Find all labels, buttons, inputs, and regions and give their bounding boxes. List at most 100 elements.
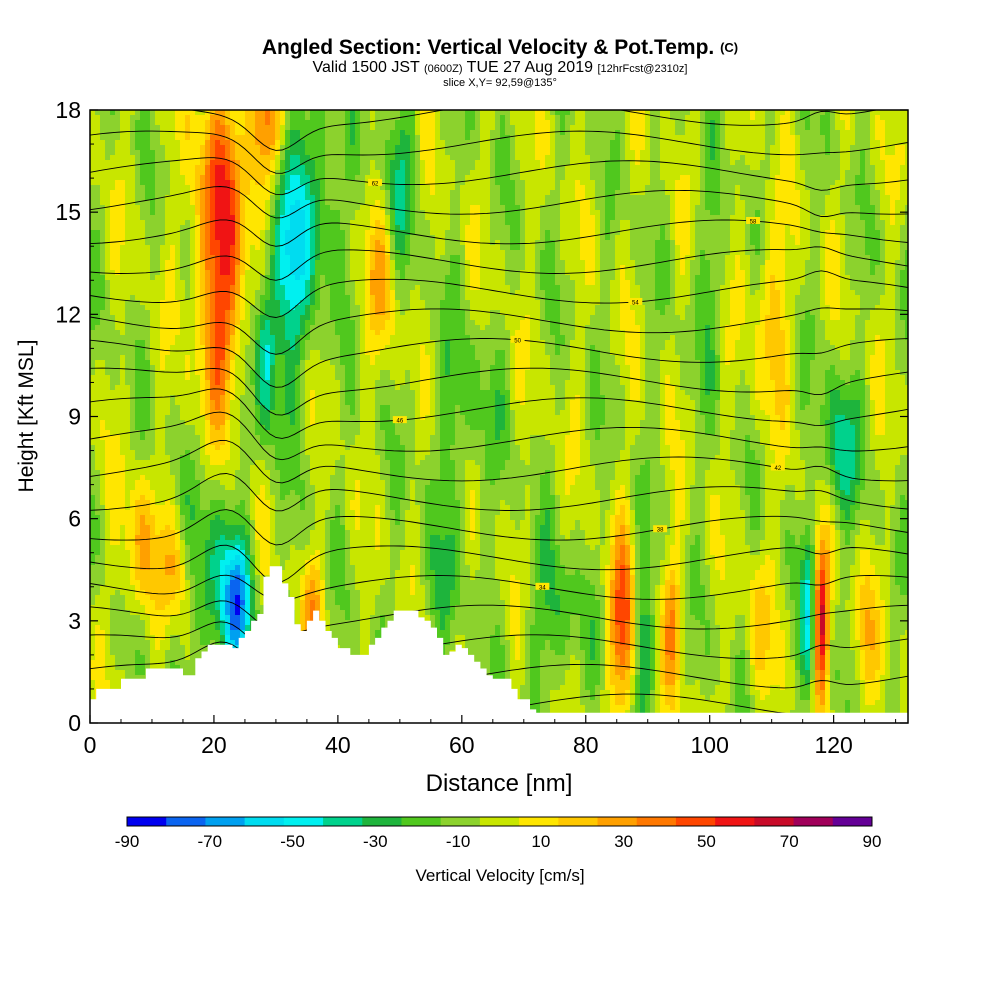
- velocity-cell: [320, 170, 326, 176]
- velocity-cell: [565, 220, 571, 226]
- velocity-cell: [520, 125, 526, 131]
- velocity-cell: [560, 215, 566, 221]
- velocity-cell: [810, 120, 816, 126]
- velocity-cell: [675, 160, 681, 166]
- velocity-cell: [195, 120, 201, 126]
- velocity-cell: [535, 180, 541, 186]
- velocity-cell: [180, 160, 186, 166]
- velocity-cell: [825, 255, 831, 261]
- velocity-cell: [430, 160, 436, 166]
- velocity-cell: [705, 190, 711, 196]
- velocity-cell: [355, 240, 361, 246]
- velocity-cell: [315, 115, 321, 121]
- velocity-cell: [450, 245, 456, 251]
- velocity-cell: [870, 165, 876, 171]
- velocity-cell: [460, 155, 466, 161]
- velocity-cell: [890, 155, 896, 161]
- velocity-cell: [590, 115, 596, 121]
- velocity-cell: [295, 175, 301, 181]
- velocity-cell: [355, 220, 361, 226]
- velocity-cell: [255, 250, 261, 256]
- velocity-cell: [670, 115, 676, 121]
- velocity-cell: [735, 185, 741, 191]
- velocity-cell: [735, 200, 741, 206]
- velocity-cell: [705, 205, 711, 211]
- velocity-cell: [695, 125, 701, 131]
- velocity-cell: [350, 180, 356, 186]
- velocity-cell: [855, 230, 861, 236]
- velocity-cell: [220, 160, 226, 166]
- velocity-cell: [550, 170, 556, 176]
- velocity-cell: [270, 250, 276, 256]
- velocity-cell: [270, 125, 276, 131]
- velocity-cell: [600, 255, 606, 261]
- velocity-cell: [870, 240, 876, 246]
- velocity-cell: [555, 220, 561, 226]
- velocity-cell: [315, 125, 321, 131]
- velocity-cell: [610, 250, 616, 256]
- velocity-cell: [895, 255, 901, 261]
- velocity-cell: [755, 255, 761, 261]
- velocity-cell: [95, 130, 101, 136]
- velocity-cell: [610, 215, 616, 221]
- velocity-cell: [270, 260, 276, 266]
- velocity-cell: [805, 180, 811, 186]
- velocity-cell: [170, 255, 176, 261]
- velocity-cell: [140, 145, 146, 151]
- velocity-cell: [120, 155, 126, 161]
- velocity-cell: [185, 170, 191, 176]
- velocity-cell: [450, 135, 456, 141]
- velocity-cell: [410, 255, 416, 261]
- velocity-cell: [865, 250, 871, 256]
- velocity-cell: [810, 115, 816, 121]
- velocity-cell: [750, 250, 756, 256]
- velocity-cell: [580, 125, 586, 131]
- velocity-cell: [445, 190, 451, 196]
- velocity-cell: [625, 235, 631, 241]
- velocity-cell: [370, 260, 376, 266]
- velocity-cell: [730, 145, 736, 151]
- velocity-cell: [450, 200, 456, 206]
- velocity-cell: [780, 145, 786, 151]
- velocity-cell: [710, 140, 716, 146]
- velocity-cell: [700, 115, 706, 121]
- velocity-cell: [160, 160, 166, 166]
- velocity-cell: [605, 140, 611, 146]
- velocity-cell: [540, 235, 546, 241]
- velocity-cell: [470, 230, 476, 236]
- velocity-cell: [135, 195, 141, 201]
- velocity-cell: [110, 170, 116, 176]
- velocity-cell: [820, 240, 826, 246]
- velocity-cell: [480, 160, 486, 166]
- velocity-cell: [435, 145, 441, 151]
- velocity-cell: [775, 225, 781, 231]
- velocity-cell: [735, 235, 741, 241]
- velocity-cell: [485, 245, 491, 251]
- velocity-cell: [905, 215, 908, 221]
- velocity-cell: [460, 225, 466, 231]
- velocity-cell: [860, 230, 866, 236]
- velocity-cell: [280, 150, 286, 156]
- velocity-cell: [140, 135, 146, 141]
- velocity-cell: [560, 120, 566, 126]
- velocity-cell: [405, 190, 411, 196]
- velocity-cell: [570, 205, 576, 211]
- velocity-cell: [890, 240, 896, 246]
- velocity-cell: [195, 190, 201, 196]
- velocity-cell: [555, 160, 561, 166]
- velocity-cell: [370, 125, 376, 131]
- velocity-cell: [320, 220, 326, 226]
- velocity-cell: [130, 185, 136, 191]
- velocity-cell: [560, 160, 566, 166]
- velocity-cell: [670, 145, 676, 151]
- velocity-cell: [485, 255, 491, 261]
- velocity-cell: [670, 120, 676, 126]
- velocity-cell: [775, 155, 781, 161]
- velocity-cell: [180, 135, 186, 141]
- velocity-cell: [455, 210, 461, 216]
- velocity-cell: [295, 195, 301, 201]
- velocity-cell: [425, 160, 431, 166]
- velocity-cell: [360, 215, 366, 221]
- velocity-cell: [590, 150, 596, 156]
- velocity-cell: [330, 115, 336, 121]
